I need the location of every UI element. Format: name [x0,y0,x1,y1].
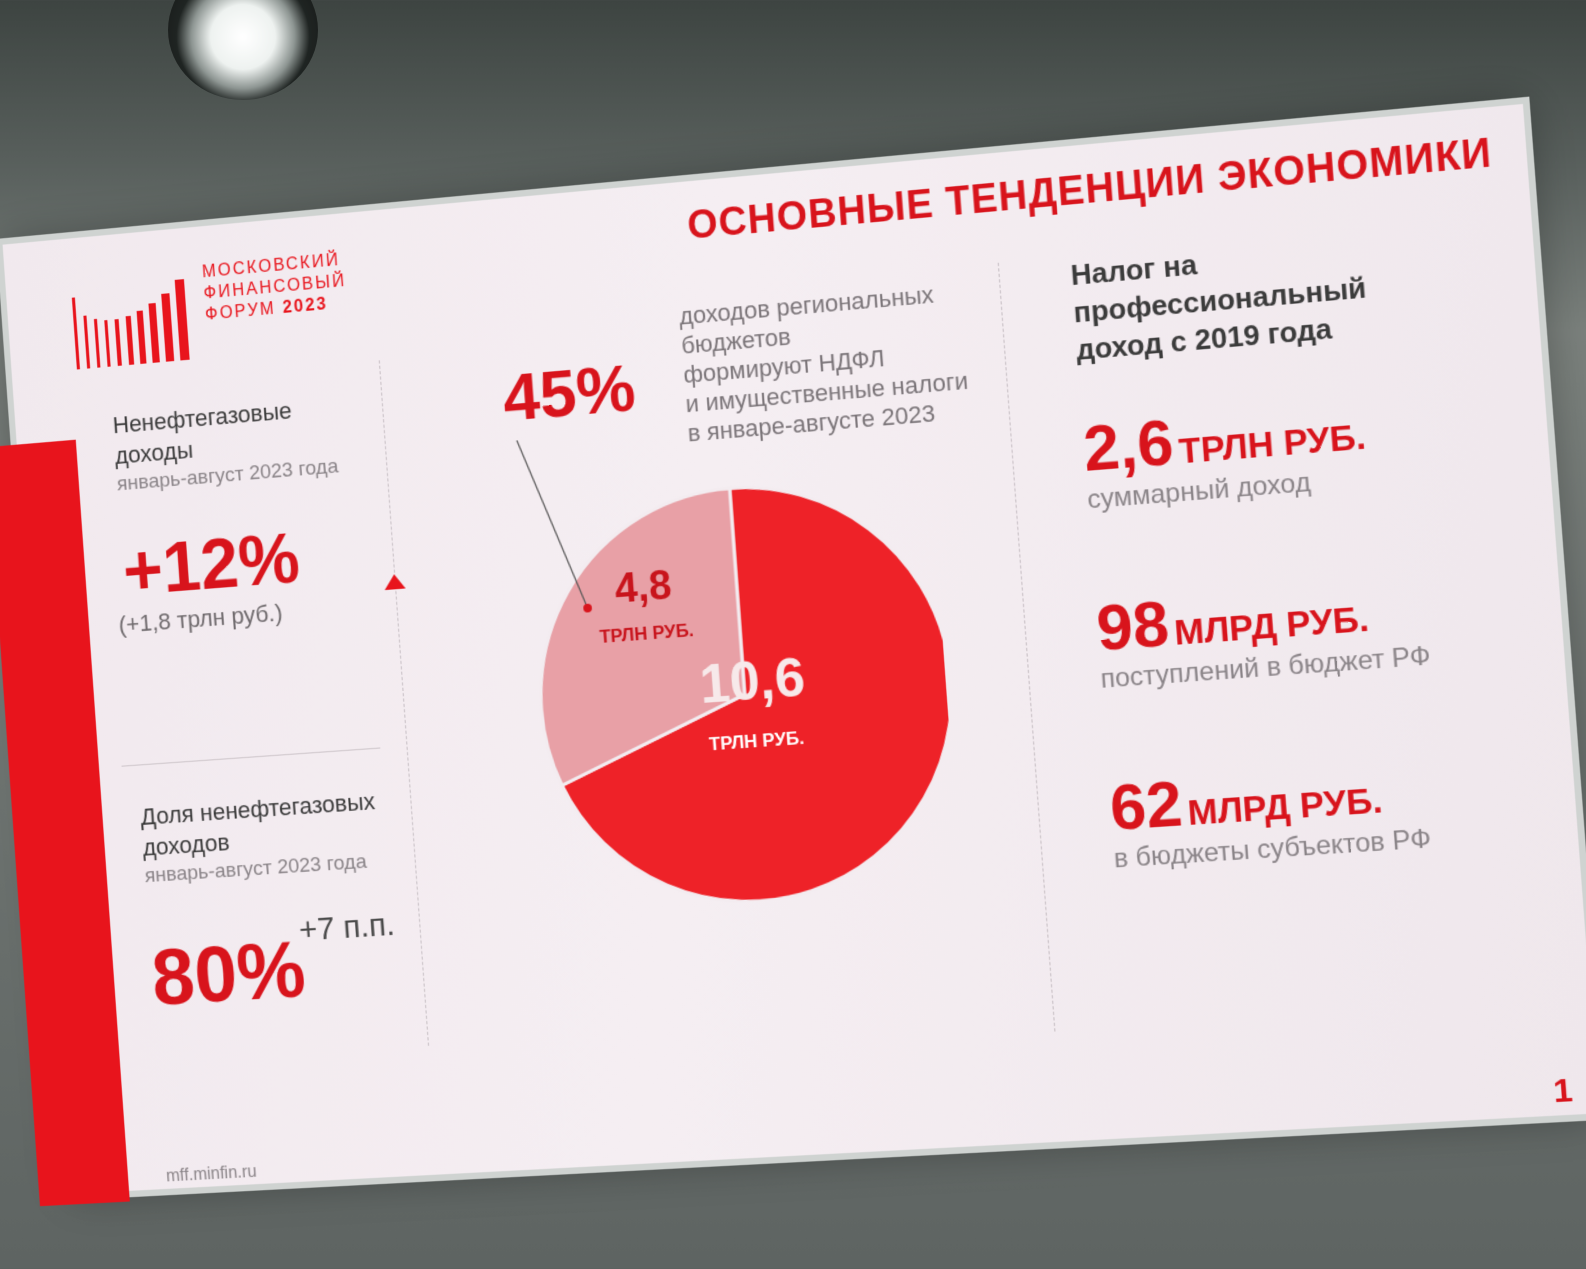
stat-item: 2,6 ТРЛН РУБ. суммарный доход [1081,378,1517,515]
stat-number: 2,6 [1081,406,1176,485]
left-column-lower: Доля ненефтегазовых доходов январь-авгус… [140,782,446,1018]
page-number: 1 [1552,1072,1574,1111]
block2-value: 80% [149,923,308,1023]
logo-year: 2023 [282,295,329,317]
accent-red-bar [0,440,130,1207]
stat-number: 98 [1094,588,1171,665]
stat-unit: МЛРД РУБ. [1173,598,1370,652]
increase-arrow-icon [384,573,406,590]
middle-percent: 45% [500,349,637,437]
logo-text: МОСКОВСКИЙ ФИНАНСОВЫЙ ФОРУМ 2023 [201,250,348,327]
block2-value-row: 80% +7 п.п. [148,904,446,1018]
pie-slice-value-1: 10,6 [698,647,807,716]
footer-url: mff.minfin.ru [166,1163,258,1187]
pie-slice-value-0: 4,8 [613,561,673,611]
stat-unit: ТРЛН РУБ. [1177,416,1367,471]
forum-logo: МОСКОВСКИЙ ФИНАНСОВЫЙ ФОРУМ 2023 [66,250,351,370]
logo-bars-icon [66,263,201,370]
presentation-slide: МОСКОВСКИЙ ФИНАНСОВЫЙ ФОРУМ 2023 ОСНОВНЫ… [3,104,1586,1194]
block2-delta: +7 п.п. [298,907,396,949]
stat-item: 98 МЛРД РУБ. поступлений в бюджет РФ [1094,560,1530,694]
right-column: Налог на профессиональный доход с 2019 г… [1069,219,1544,874]
logo-line-3: ФОРУМ [205,300,277,324]
stat-number: 62 [1108,768,1185,844]
left-column: Ненефтегазовые доходы январь-август 2023… [112,385,419,638]
revenue-pie-chart: 4,8ТРЛН РУБ.10,6ТРЛН РУБ. [475,407,961,917]
left-divider [122,747,381,766]
stat-unit: МЛРД РУБ. [1186,780,1383,833]
stat-item: 62 МЛРД РУБ. в бюджеты субъектов РФ [1107,743,1544,874]
